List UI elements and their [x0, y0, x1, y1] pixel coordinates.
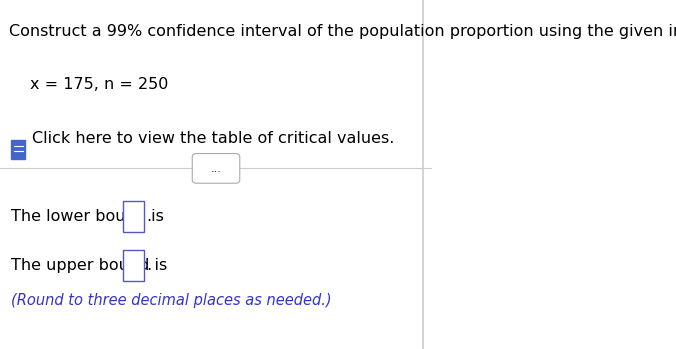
Text: .: . — [146, 258, 151, 273]
FancyBboxPatch shape — [123, 250, 144, 281]
FancyBboxPatch shape — [123, 201, 144, 232]
FancyBboxPatch shape — [11, 140, 25, 159]
Text: ...: ... — [211, 164, 222, 173]
Text: (Round to three decimal places as needed.): (Round to three decimal places as needed… — [11, 293, 331, 307]
Text: Click here to view the table of critical values.: Click here to view the table of critical… — [32, 131, 395, 146]
Text: The upper bound is: The upper bound is — [11, 258, 167, 273]
Text: .: . — [146, 209, 151, 224]
FancyBboxPatch shape — [192, 154, 240, 183]
Text: Construct a 99% confidence interval of the population proportion using the given: Construct a 99% confidence interval of t… — [9, 24, 676, 39]
Text: x = 175, n = 250: x = 175, n = 250 — [30, 77, 168, 92]
Text: The lower bound is: The lower bound is — [11, 209, 164, 224]
